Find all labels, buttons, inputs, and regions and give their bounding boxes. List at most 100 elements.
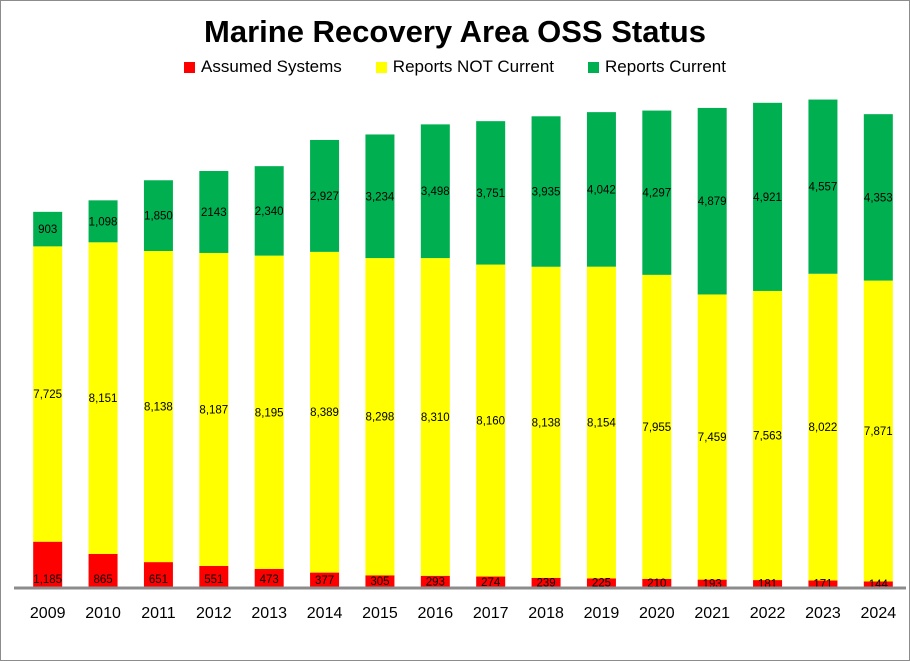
data-label: 865 [93,574,112,586]
data-label: 8,187 [199,404,228,416]
bar-segment-2018-1 [531,266,561,578]
data-label: 3,751 [476,188,505,200]
data-label: 651 [149,574,168,586]
bar-segment-2009-0 [33,541,63,587]
data-label: 4,297 [642,188,671,200]
data-label: 7,563 [753,431,782,443]
legend-item-current: Reports Current [588,57,726,77]
data-label: 8,022 [809,422,838,434]
bar-segment-2017-2 [476,121,506,265]
x-tick-label: 2020 [639,605,675,622]
data-label: 3,935 [532,187,561,199]
data-label: 7,871 [864,426,893,438]
bar-segment-2016-0 [420,575,450,587]
bar-segment-2021-0 [697,579,727,587]
data-label: 8,195 [255,407,284,419]
bar-segment-2019-1 [586,266,616,579]
bar-segment-2019-2 [586,112,616,267]
data-label: 2,927 [310,191,339,203]
data-label: 7,955 [642,422,671,434]
x-tick-label: 2023 [805,605,841,622]
x-tick-label: 2016 [418,605,454,622]
bar-segment-2020-0 [642,578,672,587]
data-label: 3,498 [421,186,450,198]
bar-segment-2011-0 [143,562,173,587]
x-tick-label: 2017 [473,605,509,622]
bar-segment-2017-0 [476,576,506,587]
data-label: 2,340 [255,206,284,218]
data-label: 8,138 [144,402,173,414]
x-tick-label: 2015 [362,605,398,622]
x-tick-label: 2010 [85,605,121,622]
data-label: 4,557 [809,182,838,194]
x-tick-label: 2024 [861,605,897,622]
data-label: 8,310 [421,412,450,424]
bar-segment-2010-1 [88,242,118,554]
data-label: 7,725 [33,389,62,401]
data-label: 473 [260,574,279,586]
bar-segment-2021-2 [697,107,727,295]
bar-segment-2018-2 [531,116,561,267]
chart-title: Marine Recovery Area OSS Status [204,14,706,49]
bar-segment-2014-0 [310,572,340,587]
bar-segment-2010-2 [88,200,118,243]
bar-segment-2024-1 [863,280,893,582]
x-tick-label: 2013 [251,605,287,622]
legend-label: Reports Current [605,57,726,76]
bar-segment-2023-2 [808,99,838,274]
legend-label: Assumed Systems [201,57,342,76]
bar-segment-2013-0 [254,568,284,587]
bar-segment-2012-2 [199,171,229,253]
data-label: 377 [315,575,334,587]
data-label: 8,151 [89,393,118,405]
bar-segment-2014-1 [310,251,340,573]
data-label: 4,042 [587,184,616,196]
bar-segment-2014-2 [310,139,340,252]
data-label: 305 [370,576,389,588]
data-label: 4,921 [753,192,782,204]
bar-segment-2010-0 [88,553,118,587]
legend-item-assumed: Assumed Systems [184,57,342,77]
bar-segment-2012-0 [199,565,229,587]
legend-swatch [588,61,600,73]
bar-segment-2023-0 [808,580,838,587]
bar-segment-2015-2 [365,134,395,259]
bar-segment-2023-1 [808,273,838,581]
x-tick-label: 2012 [196,605,232,622]
bar-segment-2018-0 [531,577,561,587]
data-label: 3,234 [366,191,395,203]
bar-segment-2020-1 [642,274,672,579]
bar-segment-2022-0 [753,580,783,587]
bar-segment-2013-2 [254,166,284,256]
data-label: 7,459 [698,432,727,444]
x-tick-label: 2011 [141,605,176,622]
data-label: 4,879 [698,196,727,208]
data-label: 8,138 [532,417,561,429]
bar-segment-2020-2 [642,110,672,275]
data-label: 274 [481,577,501,589]
bar-segment-2013-1 [254,255,284,569]
data-label: 1,850 [144,211,173,223]
bar-segment-2009-1 [33,246,63,542]
legend: Assumed Systems Reports NOT Current Repo… [0,57,910,77]
data-label: 293 [426,576,445,588]
data-label: 1,098 [89,216,118,228]
bar-segment-2016-1 [420,258,450,576]
data-label: 551 [204,574,223,586]
bar-segment-2024-0 [863,581,893,587]
bar-segment-2012-1 [199,252,229,566]
x-tick-label: 2009 [30,605,66,622]
bar-segment-2015-1 [365,258,395,576]
data-label: 2143 [201,207,227,219]
legend-item-not-current: Reports NOT Current [375,57,554,77]
bar-segment-2011-1 [143,250,173,563]
bar-segment-2022-1 [753,290,783,581]
x-tick-label: 2018 [528,605,564,622]
x-tick-label: 2014 [307,605,343,622]
x-tick-label: 2019 [584,605,620,622]
bar-segment-2024-2 [863,114,893,281]
data-label: 239 [536,577,555,589]
bar-segment-2011-2 [143,180,173,251]
data-label: 4,353 [864,192,893,204]
